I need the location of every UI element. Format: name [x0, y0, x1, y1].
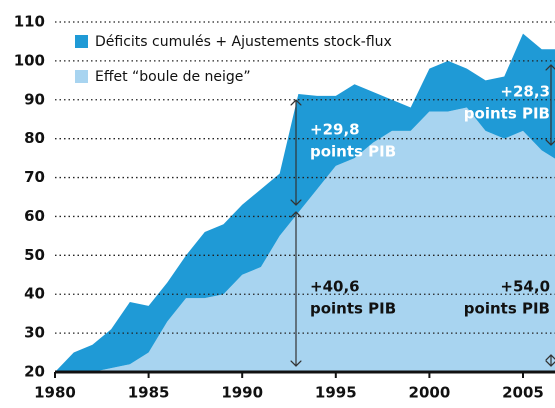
area: [55, 33, 555, 372]
x-tick-label: 1980: [34, 384, 76, 402]
y-tick-label: 40: [24, 285, 45, 303]
y-tick-label: 50: [24, 246, 45, 264]
legend-swatch: [75, 70, 88, 83]
y-tick-label: 80: [24, 129, 45, 147]
x-tick-label: 2005: [502, 384, 544, 402]
annotation: +54,0: [500, 278, 550, 296]
y-tick-label: 110: [14, 13, 45, 31]
x-tick-label: 1995: [315, 384, 357, 402]
x-tick-label: 2000: [409, 384, 451, 402]
area: [55, 107, 555, 372]
y-tick-label: 90: [24, 90, 45, 108]
legend-swatch: [75, 35, 88, 48]
y-tick-label: 60: [24, 207, 45, 225]
annotation: +29,8: [310, 121, 360, 139]
annotation: points PIB: [310, 300, 396, 318]
annotation: +40,6: [310, 278, 360, 296]
annotation: points PIB: [464, 105, 550, 123]
y-tick-label: 100: [14, 51, 45, 69]
y-tick-label: 20: [24, 363, 45, 381]
annotation: points PIB: [464, 300, 550, 318]
annotation: points PIB: [310, 143, 396, 161]
x-tick-label: 1990: [221, 384, 263, 402]
legend-label: Déficits cumulés + Ajustements stock-flu…: [95, 34, 392, 50]
annotation: +28,3: [500, 83, 550, 101]
legend-label: Effet “boule de neige”: [95, 69, 251, 85]
y-tick-label: 30: [24, 324, 45, 342]
y-tick-label: 70: [24, 168, 45, 186]
x-tick-label: 1985: [128, 384, 170, 402]
